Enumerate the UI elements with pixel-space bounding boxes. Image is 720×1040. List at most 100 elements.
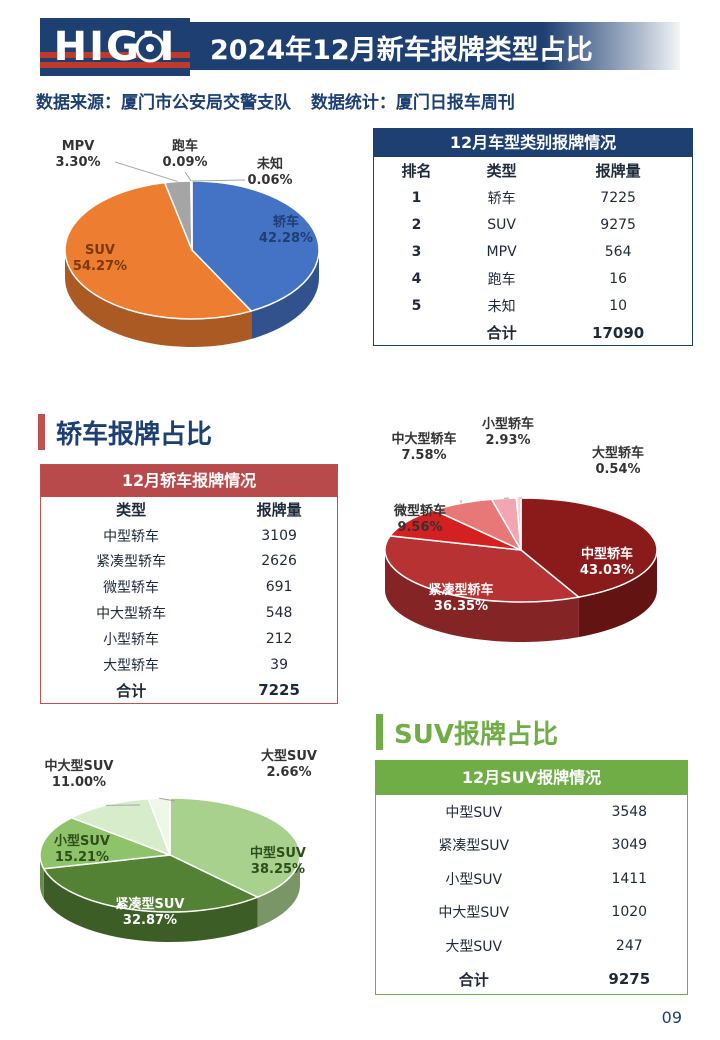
type-cell: 微型轿车 bbox=[103, 580, 160, 597]
header-count: 报牌量 bbox=[256, 501, 302, 520]
slice-pct-label: 9.56% bbox=[397, 520, 442, 535]
count-cell: 39 bbox=[270, 656, 288, 673]
rank-cell: 1 bbox=[411, 189, 422, 206]
total-value: 7225 bbox=[258, 681, 300, 700]
count-cell: 2626 bbox=[261, 553, 297, 570]
header-type: 类型 bbox=[116, 501, 147, 520]
slice-name-label: 中型轿车 bbox=[581, 546, 633, 562]
slice-name-label: 小型SUV bbox=[54, 833, 110, 849]
slice-name-label: 小型轿车 bbox=[482, 416, 534, 432]
total-value: 17090 bbox=[592, 323, 645, 342]
count-cell: 3049 bbox=[611, 837, 648, 854]
sedan-table-grid: 类型 报牌量 中型轿车 3109 紧凑型轿车 2626 微型轿车 691 中大型轿车 5… bbox=[41, 497, 337, 703]
slice-side bbox=[65, 250, 252, 347]
table-row: 1 轿车 7225 bbox=[374, 184, 692, 211]
title-bar: 2024年12月新车报牌类型占比 bbox=[190, 22, 680, 70]
slice-pct-label: 15.21% bbox=[55, 850, 109, 865]
type-cell: 轿车 bbox=[487, 190, 516, 207]
sedan-table: 12月轿车报牌情况 类型 报牌量 中型轿车 3109 紧凑型轿车 2626 微型轿车… bbox=[40, 464, 338, 704]
slice-name-label: 微型轿车 bbox=[393, 503, 446, 519]
slice-name-label: MPV bbox=[62, 139, 95, 154]
total-label: 合计 bbox=[486, 324, 517, 342]
count-cell: 3109 bbox=[261, 527, 297, 544]
pie-side-walls bbox=[65, 250, 319, 347]
count-cell: 16 bbox=[609, 270, 628, 287]
pie-slice-中型轿车 bbox=[520, 497, 658, 598]
rank-cell: 4 bbox=[411, 270, 422, 287]
slice-pct-label: 0.09% bbox=[162, 155, 207, 170]
leader-line bbox=[184, 171, 192, 182]
leader-line bbox=[159, 797, 176, 802]
count-cell: 564 bbox=[604, 243, 632, 260]
total-label: 合计 bbox=[116, 681, 147, 700]
page-number: 09 bbox=[661, 1008, 682, 1027]
pie-slice-紧凑型轿车 bbox=[384, 535, 581, 603]
pie-label-未知: 未知0.06% bbox=[191, 156, 293, 188]
pie-slice-SUV bbox=[64, 181, 253, 320]
count-cell: 7225 bbox=[600, 189, 636, 206]
type-cell: 小型轿车 bbox=[103, 631, 160, 648]
type-cell: 小型SUV bbox=[445, 871, 503, 888]
slice-side bbox=[578, 550, 657, 638]
slice-side bbox=[257, 855, 300, 928]
count-cell: 691 bbox=[265, 579, 293, 596]
slice-name-label: 未知 bbox=[256, 156, 283, 172]
slice-pct-label: 38.25% bbox=[251, 862, 305, 877]
pie-chart-sedan: 中型轿车43.03%紧凑型轿车36.35%微型轿车9.56%中大型轿车7.58%… bbox=[384, 416, 658, 642]
count-cell: 3548 bbox=[611, 803, 648, 820]
slice-side bbox=[251, 250, 319, 340]
table-row: 紧凑型轿车 2626 bbox=[41, 549, 337, 575]
total-value: 9275 bbox=[608, 970, 651, 989]
type-table-grid: 排名 类型 报牌量 1 轿车 7225 2 SUV 9275 3 MPV 564 4 跑车 16… bbox=[374, 157, 692, 346]
pie-side-walls bbox=[40, 855, 300, 942]
total-row: 合计 17090 bbox=[374, 319, 692, 346]
pie-chart-suv: 中型SUV38.25%紧凑型SUV32.87%小型SUV15.21%中大型SUV… bbox=[39, 748, 317, 942]
sedan-table-title: 12月轿车报牌情况 bbox=[41, 465, 337, 497]
high-logo: HIGH bbox=[40, 18, 190, 76]
slice-name-label: SUV bbox=[85, 243, 115, 258]
slice-pct-label: 0.54% bbox=[595, 462, 640, 477]
slice-pct-label: 2.93% bbox=[485, 433, 530, 448]
pie-slice-小型SUV bbox=[39, 816, 171, 870]
slice-pct-label: 2.66% bbox=[266, 765, 311, 780]
header-type: 类型 bbox=[486, 162, 517, 180]
table-row: 5 未知 10 bbox=[374, 292, 692, 319]
slice-pct-label: 3.30% bbox=[55, 155, 100, 170]
slice-name-label: 跑车 bbox=[172, 138, 198, 154]
rank-cell: 3 bbox=[411, 243, 422, 260]
count-cell: 9275 bbox=[600, 216, 636, 233]
rank-cell: 5 bbox=[411, 297, 422, 314]
suv-table-title: 12月SUV报牌情况 bbox=[376, 761, 687, 795]
section-title: 轿车报牌占比 bbox=[56, 420, 213, 450]
page-title: 2024年12月新车报牌类型占比 bbox=[210, 35, 593, 66]
leader-line bbox=[191, 179, 246, 182]
leader-line bbox=[114, 161, 178, 182]
count-cell: 247 bbox=[615, 937, 643, 954]
page-header: HIGH 2024年12月新车报牌类型占比 bbox=[40, 18, 680, 76]
rank-cell: 2 bbox=[411, 216, 422, 233]
table-row: 中大型轿车 548 bbox=[41, 600, 337, 626]
table-row: 4 跑车 16 bbox=[374, 265, 692, 292]
slice-name-label: 中大型轿车 bbox=[391, 431, 456, 447]
table-row: 3 MPV 564 bbox=[374, 238, 692, 265]
count-cell: 1020 bbox=[611, 904, 648, 921]
table-row: 小型轿车 212 bbox=[41, 626, 337, 652]
slice-name-label: 轿车 bbox=[273, 214, 299, 230]
slice-name-label: 中型SUV bbox=[250, 845, 306, 861]
type-cell: SUV bbox=[487, 216, 516, 233]
type-cell: 中大型轿车 bbox=[96, 606, 167, 623]
count-cell: 1411 bbox=[611, 870, 648, 887]
total-label: 合计 bbox=[458, 970, 489, 989]
type-cell: 未知 bbox=[487, 298, 516, 315]
type-cell: 中大型SUV bbox=[438, 905, 510, 922]
